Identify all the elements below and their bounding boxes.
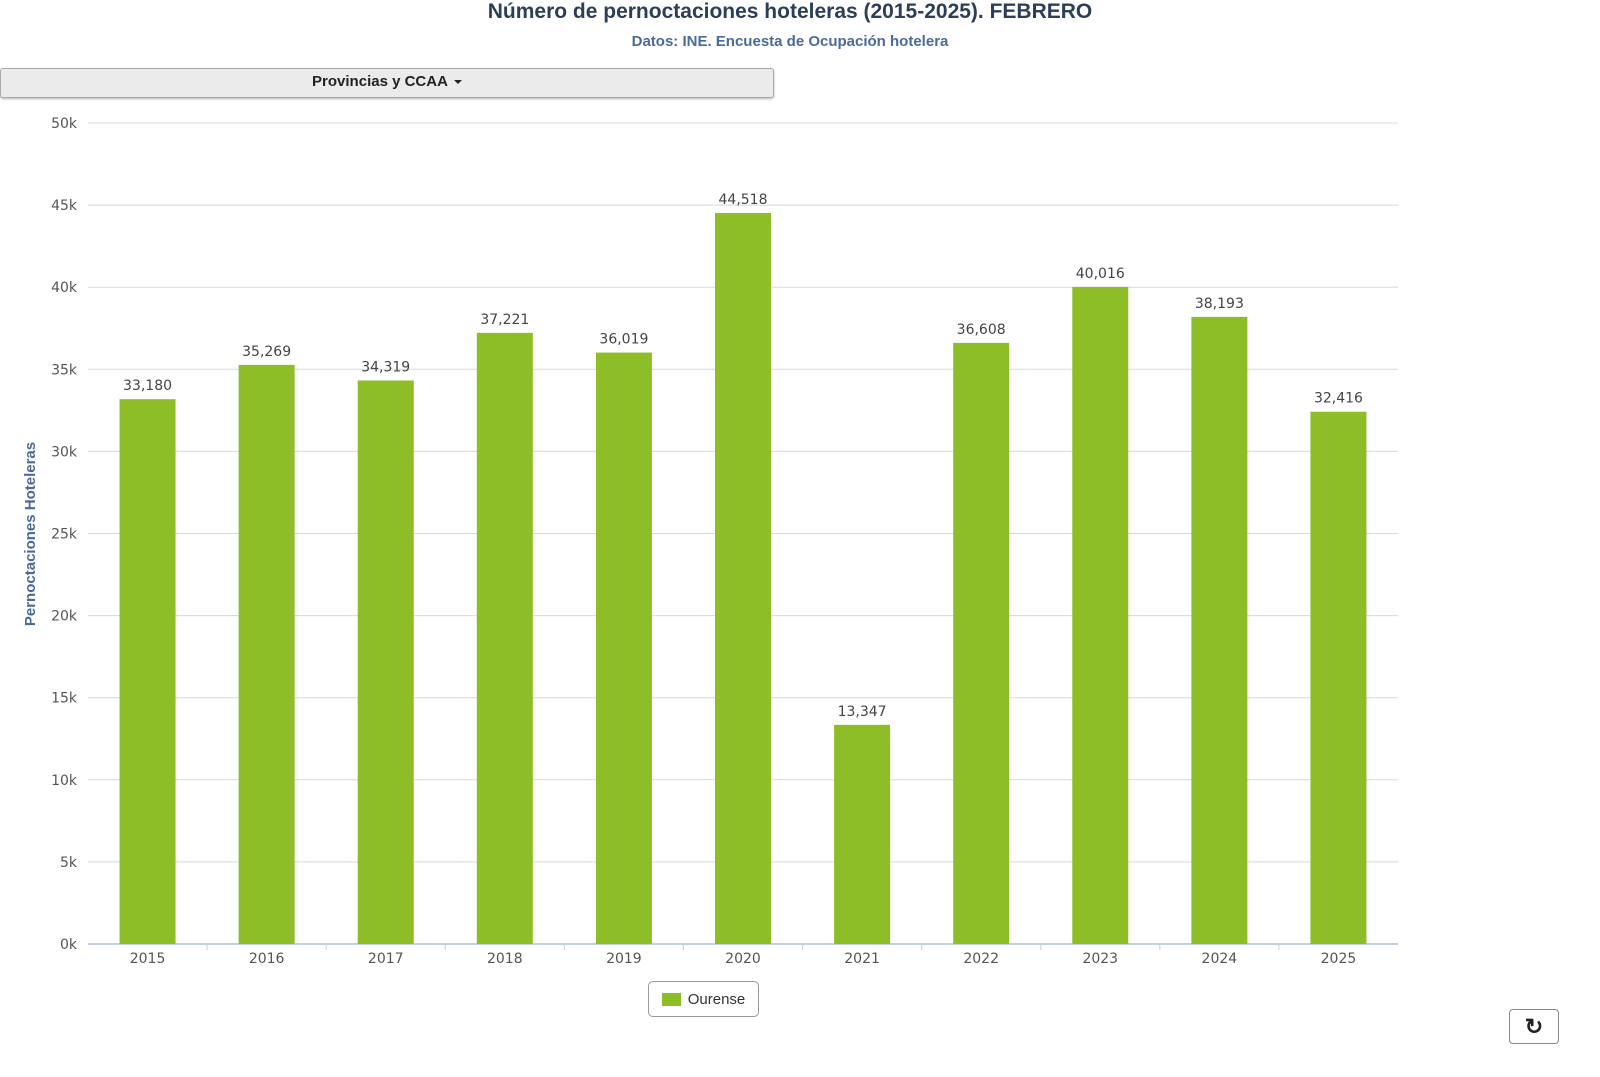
y-tick-label: 30k xyxy=(51,444,78,460)
y-tick-label: 20k xyxy=(51,609,78,625)
legend-item-ourense[interactable]: Ourense xyxy=(648,981,759,1017)
data-label: 33,180 xyxy=(123,378,172,394)
chart-title: Número de pernoctaciones hoteleras (2015… xyxy=(487,0,1093,23)
bar-2024 xyxy=(1191,316,1248,944)
data-label: 32,416 xyxy=(1314,391,1363,407)
bar-2017 xyxy=(357,380,414,944)
x-tick-label: 2021 xyxy=(844,951,880,967)
x-tick-label: 2022 xyxy=(963,951,999,967)
x-tick-label: 2018 xyxy=(487,951,523,967)
bar-2021 xyxy=(834,724,891,944)
bar-2025 xyxy=(1310,411,1367,945)
bar-2022 xyxy=(953,342,1010,945)
x-tick-label: 2017 xyxy=(368,951,404,967)
data-label: 38,193 xyxy=(1195,296,1244,312)
y-tick-label: 15k xyxy=(51,691,78,707)
bar-2018 xyxy=(476,332,533,944)
y-tick-label: 5k xyxy=(60,855,78,871)
legend-label: Ourense xyxy=(687,990,746,1008)
bar-2015 xyxy=(119,399,176,944)
bar-2016 xyxy=(238,364,295,944)
data-label: 36,608 xyxy=(957,322,1006,338)
y-tick-label: 40k xyxy=(51,280,78,296)
x-tick-label: 2024 xyxy=(1202,951,1238,967)
data-label: 36,019 xyxy=(599,332,648,348)
refresh-button[interactable]: ↻ xyxy=(1509,1009,1559,1044)
dropdown-label: Provincias y CCAA xyxy=(312,73,448,90)
y-tick-label: 0k xyxy=(60,937,78,953)
x-tick-label: 2023 xyxy=(1082,951,1118,967)
data-label: 34,319 xyxy=(361,359,410,375)
bar-2023 xyxy=(1072,286,1129,945)
y-tick-label: 25k xyxy=(51,527,78,543)
bar-2020 xyxy=(715,213,771,945)
x-tick-label: 2016 xyxy=(249,951,285,967)
data-label: 35,269 xyxy=(242,344,291,360)
y-axis-title: Pernoctaciones Hoteleras xyxy=(22,442,39,626)
x-tick-label: 2015 xyxy=(130,951,166,967)
y-tick-label: 45k xyxy=(51,198,78,214)
data-label: 37,221 xyxy=(480,312,529,328)
chart-subtitle: Datos: INE. Encuesta de Ocupación hotele… xyxy=(631,33,949,50)
refresh-icon: ↻ xyxy=(1524,1013,1544,1039)
data-label: 44,518 xyxy=(719,192,768,208)
data-label: 13,347 xyxy=(838,704,887,720)
y-tick-label: 50k xyxy=(51,116,78,132)
region-dropdown[interactable]: Provincias y CCAA xyxy=(0,68,774,98)
x-tick-label: 2019 xyxy=(606,951,642,967)
caret-down-icon xyxy=(453,80,462,85)
data-label: 40,016 xyxy=(1076,266,1125,282)
y-tick-label: 10k xyxy=(51,773,78,789)
x-tick-label: 2020 xyxy=(725,951,761,967)
legend-swatch xyxy=(661,992,681,1006)
x-tick-label: 2025 xyxy=(1321,951,1357,967)
y-tick-label: 35k xyxy=(51,362,78,378)
bar-2019 xyxy=(595,352,652,945)
